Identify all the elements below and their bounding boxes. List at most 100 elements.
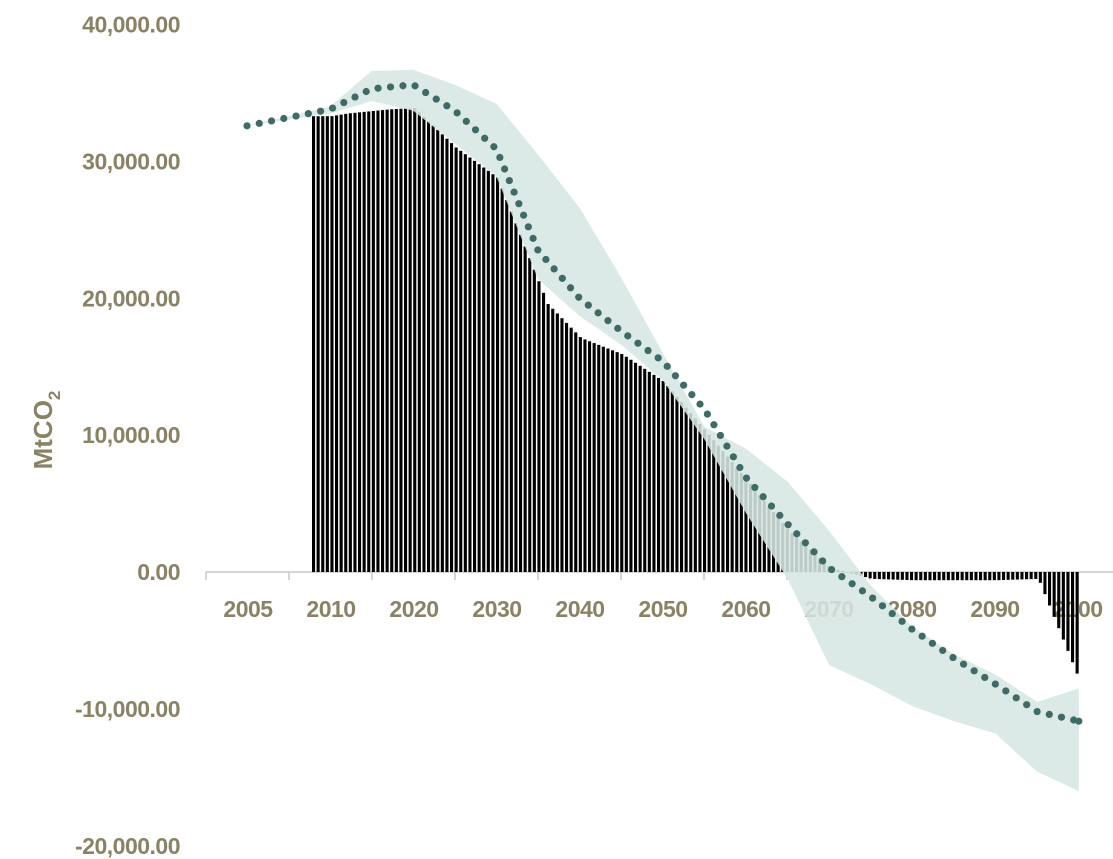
bar	[436, 129, 440, 572]
bar	[413, 107, 417, 573]
bar	[427, 121, 431, 572]
bar	[1075, 572, 1079, 674]
bar	[923, 572, 927, 581]
line-point	[991, 680, 999, 688]
bar	[367, 111, 371, 572]
line-point	[432, 95, 440, 103]
range-band	[247, 69, 1079, 791]
line-point	[838, 573, 846, 581]
bar	[569, 327, 573, 572]
line-point	[481, 134, 489, 142]
bar	[1034, 572, 1038, 579]
line-point	[462, 117, 470, 125]
line-point	[671, 372, 680, 380]
bar	[344, 113, 348, 573]
line-point	[515, 200, 523, 208]
line-point	[696, 400, 704, 408]
bar	[491, 174, 495, 572]
bar	[1048, 572, 1052, 606]
line-point	[604, 317, 612, 325]
bar	[385, 109, 389, 573]
bar	[638, 365, 642, 572]
bar	[744, 478, 748, 572]
line-point	[858, 587, 867, 595]
line-point	[519, 211, 528, 219]
bar	[896, 572, 900, 580]
line-point	[1002, 687, 1010, 695]
bar	[965, 572, 969, 581]
bar	[394, 109, 398, 572]
bar	[450, 143, 454, 573]
line-point	[453, 109, 461, 117]
bar	[693, 418, 697, 572]
line-point	[710, 421, 718, 429]
bar	[335, 115, 339, 572]
bar	[666, 385, 670, 572]
line-point	[793, 530, 801, 538]
line-point	[1045, 710, 1053, 719]
bar	[551, 308, 555, 572]
x-tick-label: 2005	[223, 596, 273, 622]
line-point	[501, 165, 509, 173]
line-point	[399, 82, 407, 90]
bar	[312, 116, 316, 573]
bar	[404, 108, 408, 572]
bar	[606, 348, 610, 572]
bar	[574, 332, 578, 572]
line-point	[550, 265, 558, 273]
line-point	[680, 381, 688, 389]
bar	[900, 572, 904, 580]
line-point	[558, 274, 566, 282]
bar	[951, 572, 955, 581]
bar	[960, 572, 964, 581]
y-axis-label: MtCO2	[28, 391, 64, 470]
bar	[652, 374, 656, 572]
line-point	[908, 625, 916, 633]
bar	[597, 344, 601, 572]
line-point	[351, 93, 359, 101]
line-point	[663, 362, 671, 370]
bar	[399, 108, 403, 572]
bar	[353, 112, 357, 573]
bar	[316, 116, 320, 573]
x-tick-label: 2060	[721, 596, 770, 622]
line-point	[939, 646, 947, 655]
bar	[330, 116, 334, 572]
bar	[882, 572, 886, 580]
bar	[1002, 572, 1006, 580]
bar	[1029, 572, 1033, 580]
bar	[500, 188, 504, 572]
bar	[611, 350, 615, 572]
bar	[523, 246, 527, 572]
y-tick-label: 20,000.00	[82, 285, 180, 311]
bar	[1071, 572, 1075, 663]
bar	[417, 112, 421, 572]
x-tick-label: 2090	[970, 596, 1019, 622]
bar	[1020, 572, 1024, 580]
line-point	[542, 255, 550, 264]
bar	[381, 110, 385, 572]
bar	[463, 154, 467, 572]
line-point	[374, 84, 382, 92]
bar	[721, 451, 725, 572]
line-point	[810, 548, 818, 556]
bar	[362, 111, 366, 572]
x-tick-label: 2050	[638, 596, 687, 622]
line-point	[1075, 717, 1083, 725]
line-point	[1057, 713, 1066, 721]
x-tick-label: 2010	[306, 596, 355, 622]
line-point	[510, 188, 518, 196]
svg-text:MtCO2: MtCO2	[28, 391, 64, 470]
bar	[946, 572, 950, 581]
line-point	[422, 88, 430, 97]
line-point	[496, 153, 504, 162]
bar	[496, 177, 500, 572]
bar	[726, 456, 730, 572]
bar	[956, 572, 960, 581]
line-point	[888, 609, 896, 618]
bar	[532, 269, 536, 572]
bar	[643, 368, 647, 572]
bar	[992, 572, 996, 581]
line-point	[703, 410, 712, 418]
bar	[546, 304, 550, 572]
